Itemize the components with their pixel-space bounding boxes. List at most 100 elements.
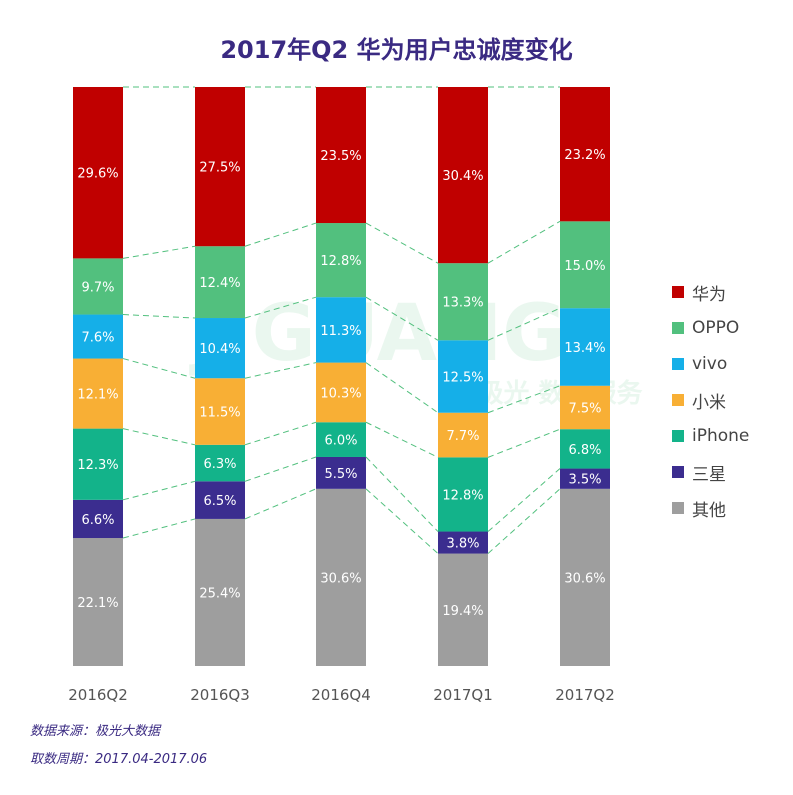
data-label: 6.8% <box>568 443 601 458</box>
data-label: 9.7% <box>81 280 114 295</box>
legend-label: vivo <box>692 354 728 374</box>
bar-segment-OPPO-2017Q2 <box>560 221 610 309</box>
data-period-note: 取数周期：2017.04-2017.06 <box>30 752 208 767</box>
bar-segment-iPhone-2017Q2 <box>560 429 610 469</box>
bar-segment-华为-2016Q3 <box>195 87 245 247</box>
data-label: 3.5% <box>568 473 601 488</box>
connector-line <box>487 385 561 414</box>
bar-segment-小米-2016Q4 <box>316 362 366 423</box>
legend-swatch <box>672 358 684 370</box>
bar-segment-三星-2016Q4 <box>316 456 366 489</box>
bar-segment-其他-2016Q3 <box>195 518 245 666</box>
bar-segment-华为-2016Q2 <box>73 87 123 259</box>
data-label: 12.4% <box>199 276 240 291</box>
data-label: 11.3% <box>320 324 361 339</box>
data-label: 11.5% <box>199 406 240 421</box>
data-label: 23.5% <box>320 149 361 164</box>
data-label: 23.2% <box>564 148 605 163</box>
connector-lines <box>122 86 561 554</box>
bar-segment-其他-2017Q1 <box>438 553 488 666</box>
bar-segment-OPPO-2016Q3 <box>195 246 245 319</box>
connector-line <box>365 222 439 264</box>
x-tick-label: 2017Q1 <box>433 686 493 704</box>
data-label: 30.6% <box>320 571 361 586</box>
connector-line <box>365 421 439 458</box>
x-tick-label: 2016Q4 <box>311 686 371 704</box>
legend-item: 华为 <box>672 274 749 310</box>
legend-swatch <box>672 430 684 442</box>
data-label: 7.5% <box>568 401 601 416</box>
watermark-brand: JIGUANG <box>189 289 567 379</box>
legend-label: 小米 <box>692 392 726 413</box>
data-label: 30.6% <box>564 571 605 586</box>
connector-line <box>487 468 561 532</box>
bar-segment-OPPO-2017Q1 <box>438 263 488 341</box>
data-label: 13.3% <box>442 296 483 311</box>
legend-swatch <box>672 466 684 478</box>
connector-line <box>244 362 317 379</box>
bar-segment-vivo-2016Q2 <box>73 314 123 359</box>
connector-line <box>365 296 439 341</box>
connector-line <box>365 456 439 532</box>
data-label: 10.4% <box>199 342 240 357</box>
connector-line <box>487 307 561 341</box>
legend-label: iPhone <box>692 426 750 446</box>
bar-segment-iPhone-2017Q1 <box>438 457 488 532</box>
data-label: 12.8% <box>442 488 483 503</box>
bar-segment-OPPO-2016Q2 <box>73 258 123 315</box>
bar-segment-小米-2017Q1 <box>438 412 488 458</box>
bar-segment-三星-2016Q3 <box>195 481 245 519</box>
legend-swatch <box>672 502 684 514</box>
data-label: 7.7% <box>446 429 479 444</box>
connector-line <box>487 488 561 554</box>
bar-segment-华为-2017Q1 <box>438 87 488 264</box>
legend-item: 其他 <box>672 490 749 526</box>
legend-swatch <box>672 394 684 406</box>
bar-segment-小米-2016Q3 <box>195 378 245 445</box>
data-label: 13.4% <box>564 341 605 356</box>
bar-segment-小米-2017Q2 <box>560 385 610 430</box>
bar-segment-三星-2017Q2 <box>560 468 610 489</box>
data-label: 12.1% <box>77 388 118 403</box>
legend-swatch <box>672 322 684 334</box>
bars-group <box>73 87 610 666</box>
data-label: 19.4% <box>442 604 483 619</box>
bar-segment-iPhone-2016Q4 <box>316 422 366 457</box>
data-label: 6.0% <box>324 434 357 449</box>
legend-item: OPPO <box>672 310 749 346</box>
connector-line <box>365 362 439 414</box>
bar-segment-OPPO-2016Q4 <box>316 223 366 298</box>
connector-line <box>122 314 196 319</box>
x-tick-label: 2017Q2 <box>555 686 615 704</box>
data-label: 5.5% <box>324 467 357 482</box>
data-label: 22.1% <box>77 596 118 611</box>
data-label: 10.3% <box>320 386 361 401</box>
chart-title: 2017年Q2 华为用户忠诚度变化 <box>220 36 573 64</box>
chart-legend: 华为 OPPO vivo 小米 iPhone 三星 其他 <box>672 274 749 526</box>
bar-segment-iPhone-2016Q3 <box>195 444 245 482</box>
connector-line <box>244 296 317 319</box>
bar-segment-其他-2017Q2 <box>560 488 610 666</box>
data-label: 29.6% <box>77 167 118 182</box>
data-label: 7.6% <box>81 331 114 346</box>
x-tick-label: 2016Q2 <box>68 686 128 704</box>
legend-swatch <box>672 286 684 298</box>
data-labels: 22.1% 6.6% 12.3% 12.1% 7.6% 9.7% 29.6% 25.4% 6.5… <box>77 148 605 619</box>
connector-line <box>122 428 196 446</box>
connector-line <box>244 421 317 446</box>
bar-segment-iPhone-2016Q2 <box>73 428 123 500</box>
data-label: 15.0% <box>564 259 605 274</box>
bar-segment-其他-2016Q4 <box>316 488 366 666</box>
connector-line <box>122 518 196 539</box>
legend-item: 三星 <box>672 454 749 490</box>
connector-line <box>487 428 561 458</box>
legend-item: iPhone <box>672 418 749 454</box>
data-label: 27.5% <box>199 161 240 176</box>
connector-line <box>122 480 196 501</box>
bar-segment-三星-2016Q2 <box>73 499 123 539</box>
data-label: 6.6% <box>81 513 114 528</box>
bar-segment-三星-2017Q1 <box>438 531 488 554</box>
bar-segment-vivo-2017Q2 <box>560 308 610 386</box>
data-label: 12.3% <box>77 458 118 473</box>
